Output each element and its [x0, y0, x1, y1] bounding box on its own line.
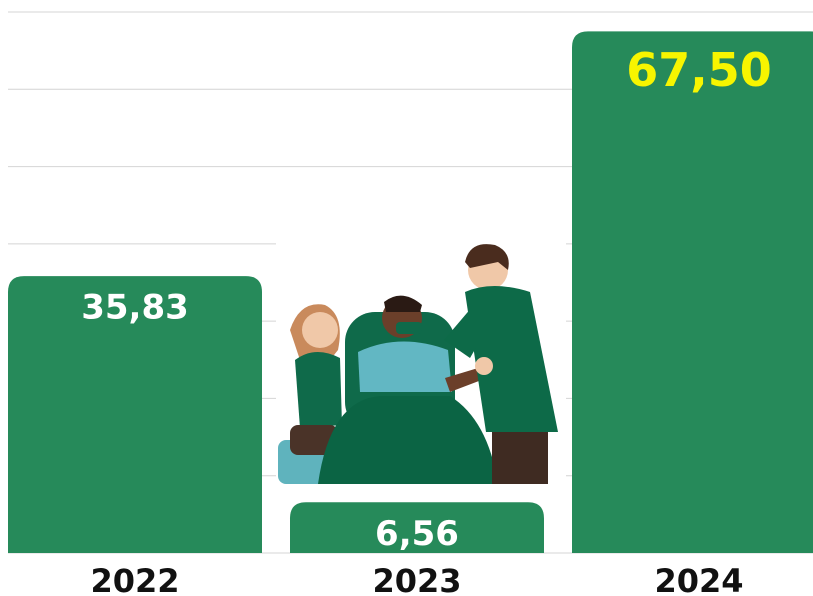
value-label: 35,83 — [81, 288, 189, 328]
x-tick-label: 2023 — [372, 562, 461, 596]
bar — [572, 31, 813, 553]
value-label: 67,50 — [626, 43, 772, 97]
patient-mask — [396, 322, 422, 334]
woman-shirt — [295, 352, 342, 428]
x-tick-label: 2024 — [654, 562, 743, 596]
illustration — [276, 242, 566, 486]
woman-head — [302, 312, 338, 348]
chart: 35,83 2022 6,56 2023 67,50 2024 — [0, 0, 813, 596]
doctor-legs — [492, 432, 548, 484]
value-label: 6,56 — [375, 514, 459, 554]
x-tick-label: 2022 — [90, 562, 179, 596]
patient-gown — [358, 341, 452, 392]
doctor-hand — [475, 357, 493, 375]
page: 35,8320226,56202367,502024 (() => { cons… — [0, 0, 813, 596]
